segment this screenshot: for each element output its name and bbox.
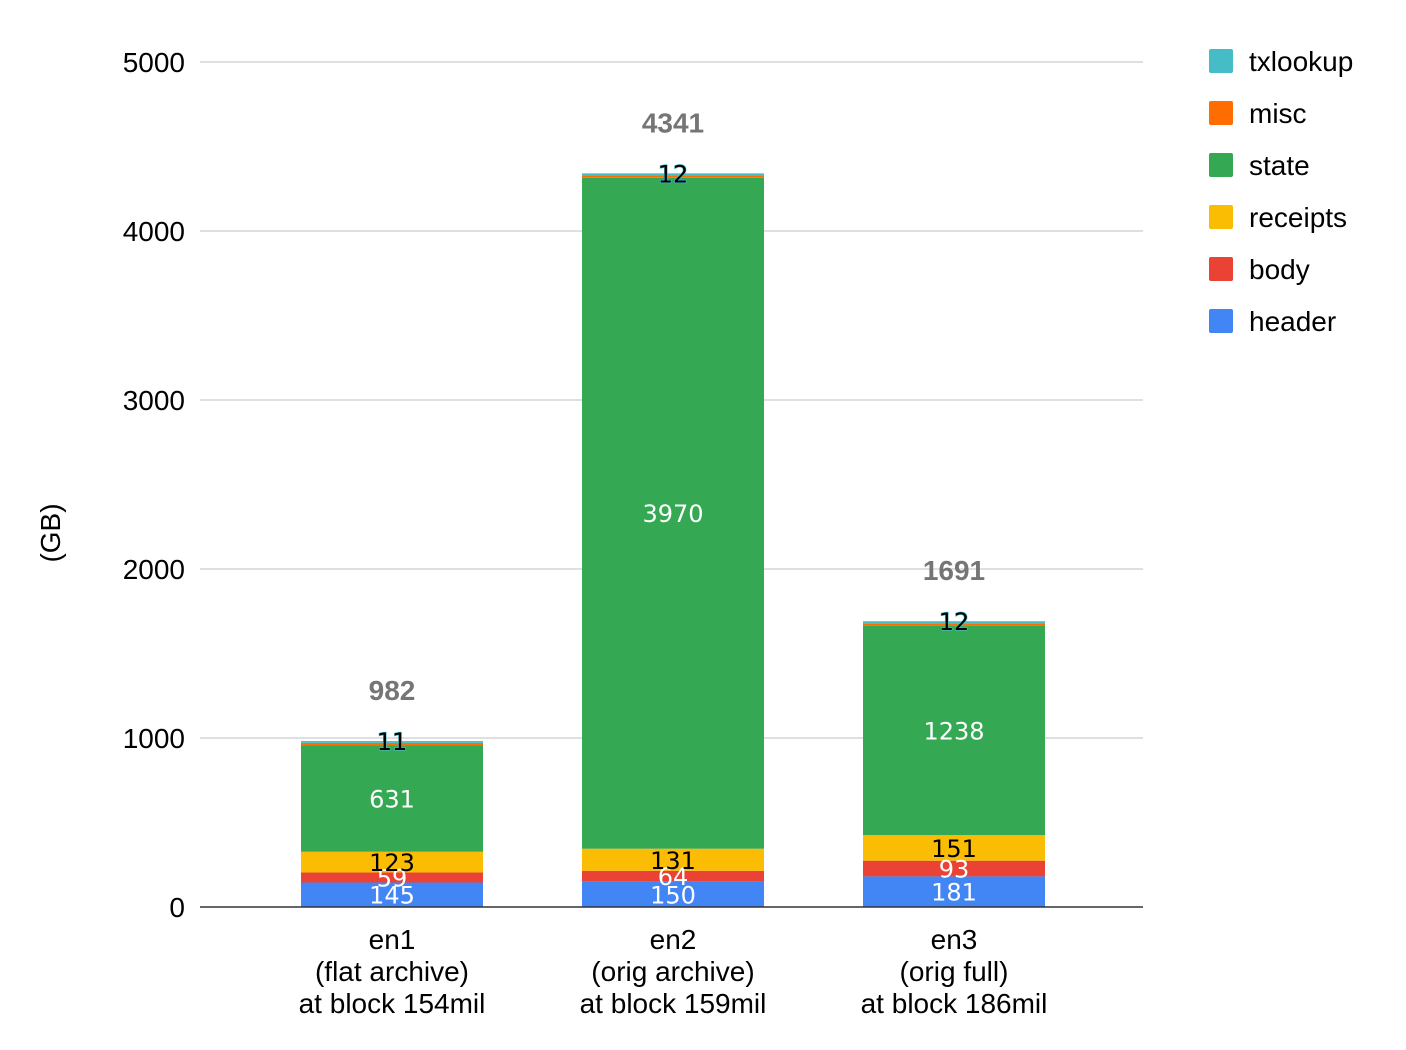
bar-segment-receipts bbox=[582, 848, 764, 871]
y-tick-label: 4000 bbox=[123, 216, 185, 247]
data-label-receipts: 151 bbox=[931, 835, 977, 863]
legend-label-receipts: receipts bbox=[1249, 202, 1347, 233]
total-label: 4341 bbox=[642, 107, 704, 138]
data-label-txlookup: 12 bbox=[939, 608, 970, 636]
y-tick-label: 3000 bbox=[123, 385, 185, 416]
x-category-label: at block 154mil bbox=[299, 988, 486, 1019]
legend: txlookup misc state receipts body header bbox=[1209, 46, 1353, 337]
bar-segment-receipts bbox=[301, 851, 483, 873]
x-category-label: en1 bbox=[369, 924, 416, 955]
y-tick-label: 2000 bbox=[123, 554, 185, 585]
y-tick-label: 0 bbox=[169, 892, 185, 923]
y-tick-label: 5000 bbox=[123, 47, 185, 78]
data-label-txlookup: 12 bbox=[658, 160, 689, 188]
bar-segment-header bbox=[301, 882, 483, 907]
bar-segment-header bbox=[582, 881, 764, 907]
bar-segment-state bbox=[863, 625, 1045, 836]
legend-label-txlookup: txlookup bbox=[1249, 46, 1353, 77]
data-label-header: 150 bbox=[650, 881, 696, 909]
bar-segment-misc bbox=[582, 175, 764, 178]
data-label-receipts: 123 bbox=[369, 849, 415, 877]
data-label-header: 181 bbox=[931, 879, 977, 907]
bar-segment-receipts bbox=[863, 835, 1045, 861]
bar-segment-header bbox=[863, 876, 1045, 907]
bar-segment-txlookup bbox=[863, 621, 1045, 624]
bar-segment-state bbox=[582, 177, 764, 849]
x-category-label: en2 bbox=[650, 924, 697, 955]
data-label-header: 145 bbox=[369, 882, 415, 910]
x-category-label: (orig archive) bbox=[591, 956, 754, 987]
data-label-txlookup: 11 bbox=[377, 728, 408, 756]
x-category-label: at block 186mil bbox=[861, 988, 1048, 1019]
legend-swatch-txlookup bbox=[1209, 49, 1233, 73]
legend-label-body: body bbox=[1249, 254, 1310, 285]
x-category-label: at block 159mil bbox=[580, 988, 767, 1019]
legend-label-header: header bbox=[1249, 306, 1336, 337]
legend-swatch-header bbox=[1209, 309, 1233, 333]
data-label-body: 64 bbox=[658, 863, 689, 891]
bar-segment-body bbox=[863, 860, 1045, 877]
total-label: 982 bbox=[369, 675, 416, 706]
data-label-state: 1238 bbox=[923, 718, 984, 746]
data-label-state: 3970 bbox=[642, 500, 703, 528]
legend-label-state: state bbox=[1249, 150, 1310, 181]
data-label-state: 631 bbox=[369, 785, 415, 813]
legend-swatch-misc bbox=[1209, 101, 1233, 125]
bar-segment-txlookup bbox=[301, 741, 483, 743]
legend-label-misc: misc bbox=[1249, 98, 1307, 129]
bar-segment-body bbox=[582, 870, 764, 882]
legend-swatch-body bbox=[1209, 257, 1233, 281]
y-axis-title: (GB) bbox=[35, 503, 66, 562]
data-label-body: 93 bbox=[939, 856, 970, 884]
y-tick-label: 1000 bbox=[123, 723, 185, 754]
bar-segment-misc bbox=[301, 742, 483, 746]
bar-segment-misc bbox=[863, 623, 1045, 626]
total-label: 1691 bbox=[923, 555, 985, 586]
x-category-label: en3 bbox=[931, 924, 978, 955]
x-category-label: (orig full) bbox=[900, 956, 1009, 987]
bar-segment-state bbox=[301, 745, 483, 852]
data-label-body: 59 bbox=[377, 865, 408, 893]
legend-swatch-receipts bbox=[1209, 205, 1233, 229]
legend-swatch-state bbox=[1209, 153, 1233, 177]
bar-segment-txlookup bbox=[582, 173, 764, 176]
axes: 0 1000 2000 3000 4000 5000 (GB) en1(flat archiv… bbox=[35, 47, 1143, 1019]
data-labels: 1455912363111982150641313970124341181931… bbox=[369, 107, 986, 909]
bars bbox=[301, 173, 1045, 907]
x-category-label: (flat archive) bbox=[315, 956, 469, 987]
bar-segment-body bbox=[301, 872, 483, 883]
data-label-receipts: 131 bbox=[650, 847, 696, 875]
